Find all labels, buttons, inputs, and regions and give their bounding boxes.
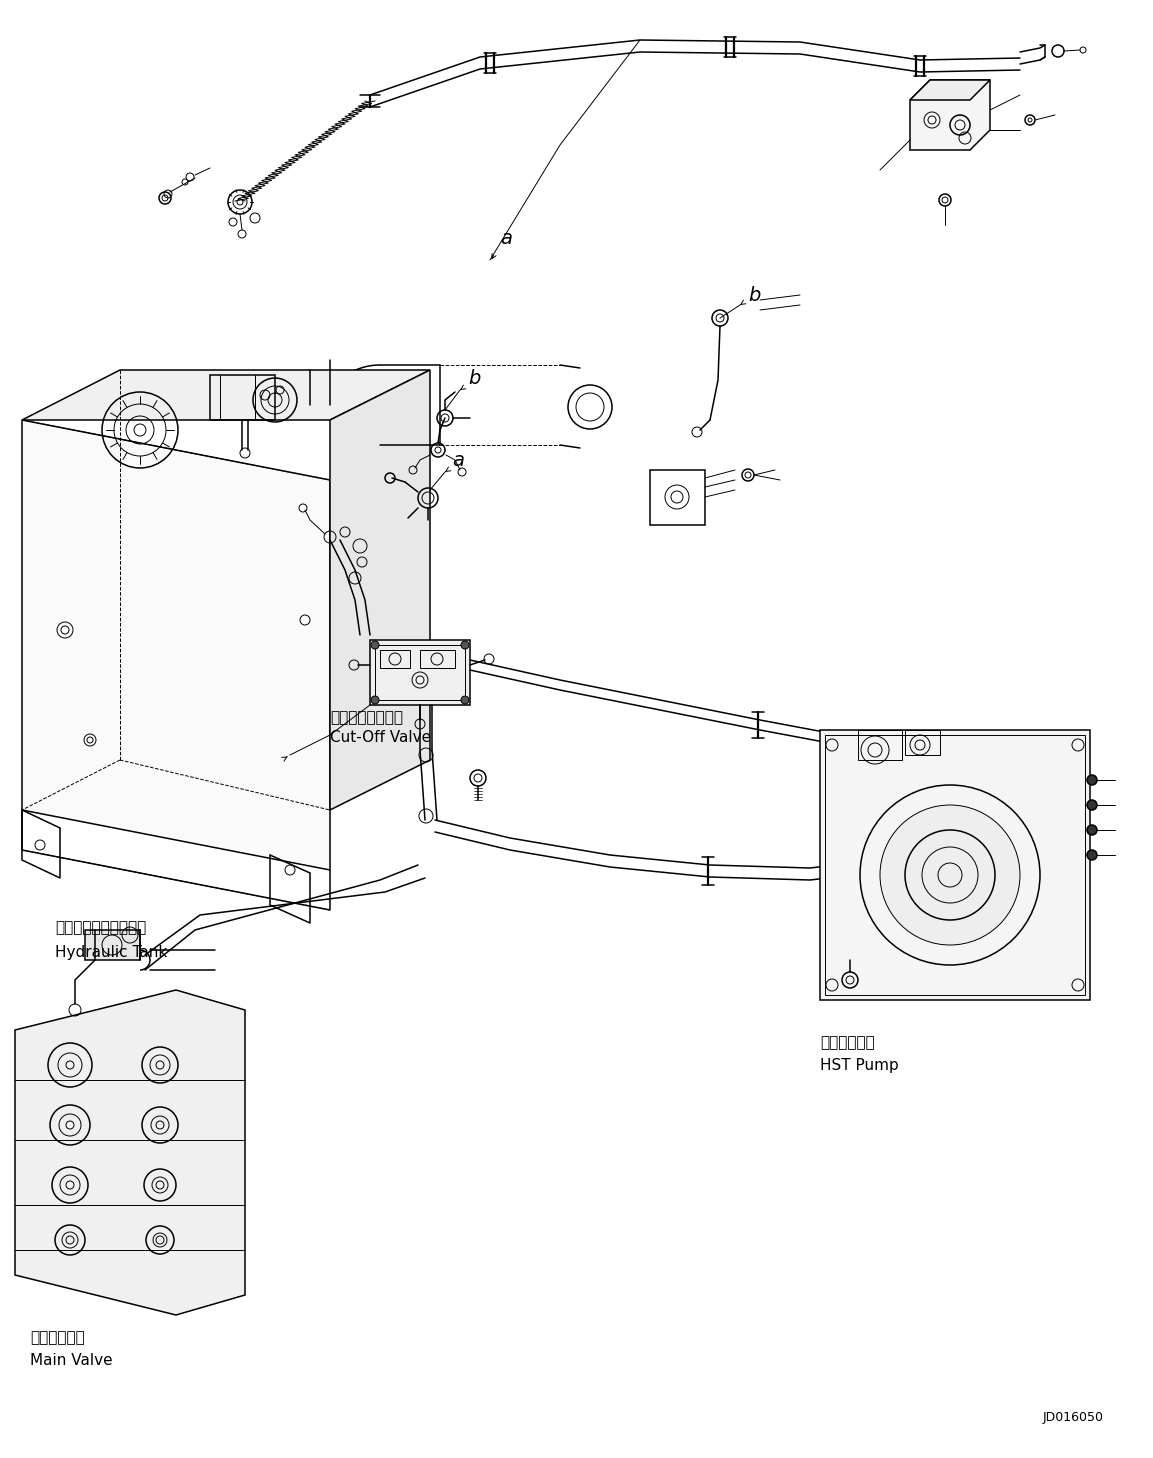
Circle shape xyxy=(1087,776,1097,784)
Text: Cut-Off Valve: Cut-Off Valve xyxy=(330,729,431,745)
Text: JD016050: JD016050 xyxy=(1042,1411,1103,1424)
Polygon shape xyxy=(910,80,990,150)
Text: ハイドロリックタンク: ハイドロリックタンク xyxy=(55,920,146,935)
Text: a: a xyxy=(452,451,464,469)
Circle shape xyxy=(461,642,469,649)
Circle shape xyxy=(1087,850,1097,860)
Bar xyxy=(380,650,410,668)
Circle shape xyxy=(1087,800,1097,811)
Circle shape xyxy=(371,695,379,704)
Bar xyxy=(826,735,1085,994)
Text: Hydraulic Tank: Hydraulic Tank xyxy=(55,945,167,959)
Bar xyxy=(210,375,276,420)
Bar xyxy=(650,469,704,525)
Bar xyxy=(905,730,940,755)
Text: カットオフバルブ: カットオフバルブ xyxy=(330,710,404,726)
Bar xyxy=(85,930,140,959)
Polygon shape xyxy=(15,990,244,1315)
Text: Main Valve: Main Valve xyxy=(30,1353,113,1368)
Text: b: b xyxy=(468,369,481,388)
Polygon shape xyxy=(22,420,330,870)
Polygon shape xyxy=(910,80,990,101)
Text: a: a xyxy=(500,229,512,248)
Circle shape xyxy=(880,805,1020,945)
Text: メインバルブ: メインバルブ xyxy=(30,1330,85,1344)
Bar xyxy=(375,644,465,700)
Text: b: b xyxy=(748,286,760,305)
Polygon shape xyxy=(22,370,430,420)
Circle shape xyxy=(1087,825,1097,835)
Text: HST Pump: HST Pump xyxy=(820,1059,898,1073)
Polygon shape xyxy=(330,370,430,811)
Circle shape xyxy=(461,695,469,704)
Text: ＨＳＴポンプ: ＨＳＴポンプ xyxy=(820,1035,875,1050)
Bar xyxy=(858,730,902,760)
Bar xyxy=(370,640,470,706)
Bar xyxy=(820,730,1090,1000)
Circle shape xyxy=(371,642,379,649)
Bar xyxy=(420,650,455,668)
